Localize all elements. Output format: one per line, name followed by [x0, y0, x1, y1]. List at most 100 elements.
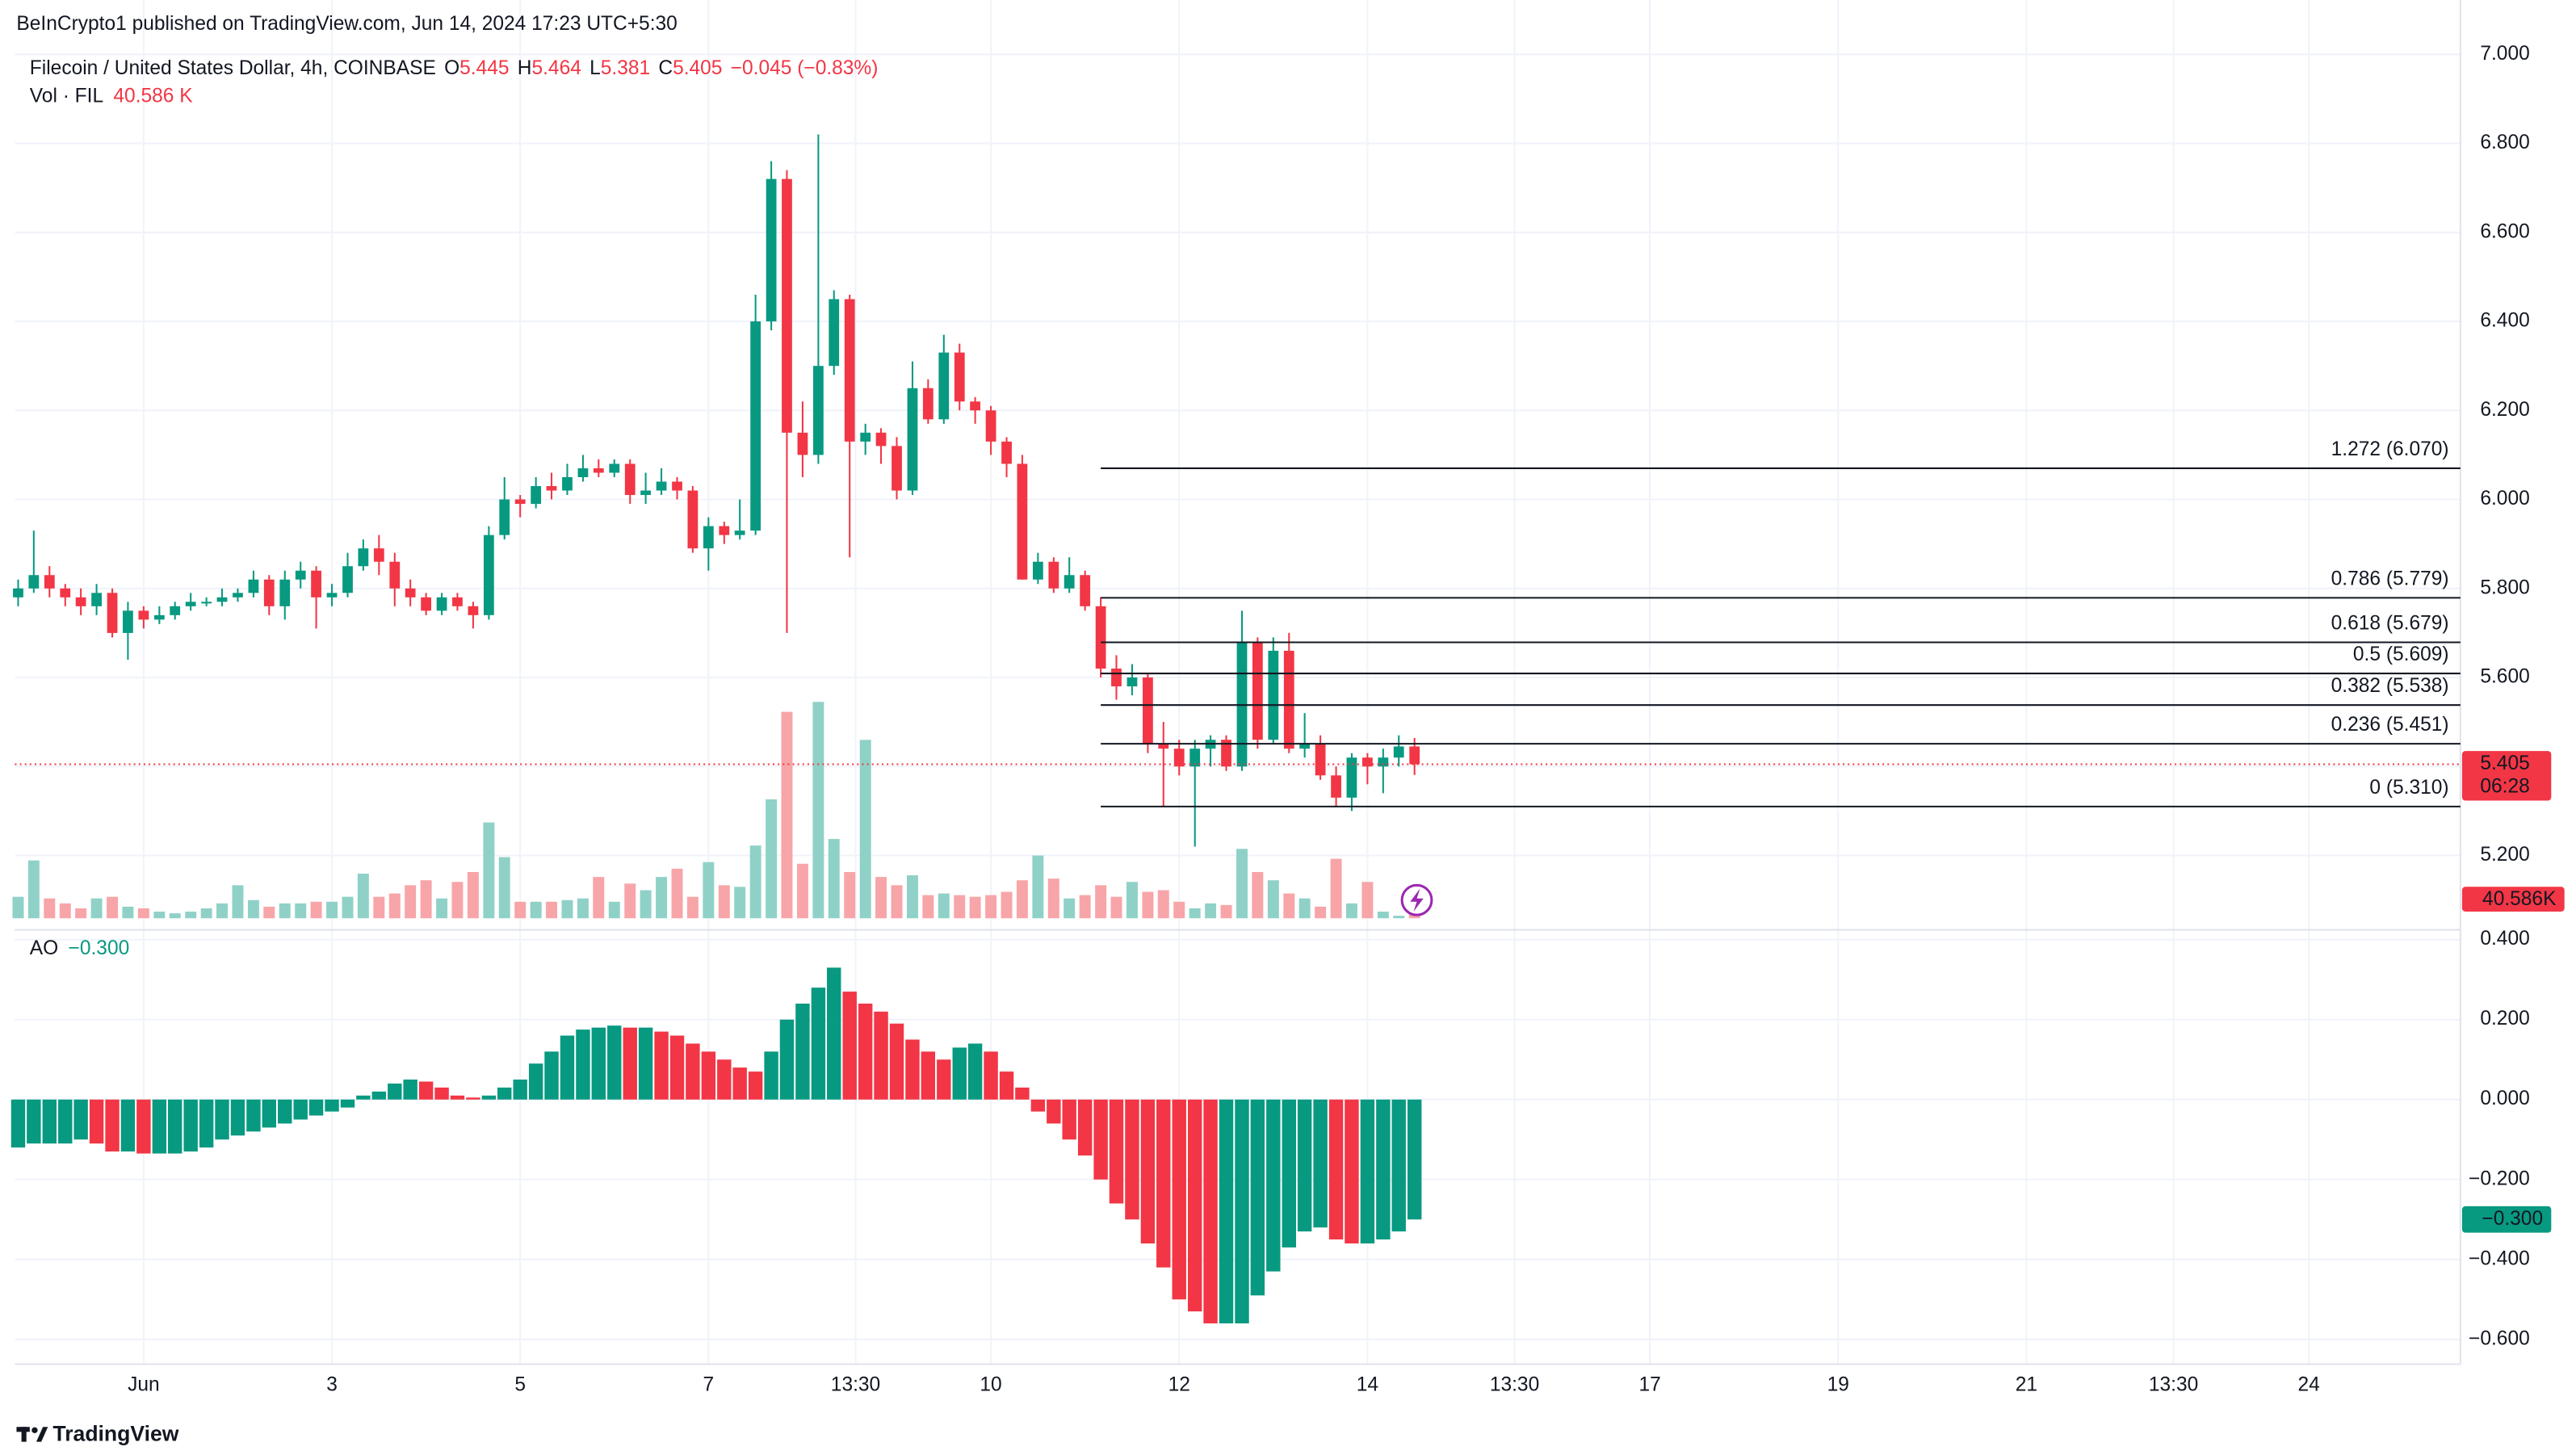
- ao-bar: [89, 1099, 104, 1144]
- volume-bar: [420, 880, 432, 919]
- candle-body: [782, 178, 792, 433]
- candle-body: [562, 476, 573, 491]
- ao-bar: [105, 1099, 120, 1152]
- volume-bar: [59, 903, 71, 919]
- volume-bar: [624, 883, 636, 919]
- candle-body: [672, 481, 682, 491]
- y-tick-label: 6.600: [2480, 220, 2529, 242]
- ao-bar: [1203, 1099, 1218, 1324]
- candle-body: [201, 602, 212, 604]
- ao-bar: [984, 1051, 998, 1100]
- candle-body: [1001, 441, 1012, 464]
- ao-bar: [73, 1099, 88, 1140]
- x-tick-label: 17: [1638, 1374, 1660, 1396]
- volume-bar: [703, 862, 715, 919]
- ohlc-value: 5.405: [673, 57, 722, 79]
- last-price-tag: [2461, 751, 2552, 801]
- fib-label: 0.618 (5.679): [2331, 612, 2449, 634]
- volume-bar: [985, 895, 997, 919]
- ao-bar: [466, 1097, 480, 1100]
- y-tick-label: 5.600: [2480, 666, 2529, 688]
- volume-bar: [514, 901, 527, 919]
- ao-bar: [967, 1043, 983, 1100]
- volume-bar: [279, 903, 291, 919]
- ao-bar: [811, 987, 826, 1100]
- ao-bar: [371, 1091, 387, 1100]
- alert-icon: [1400, 883, 1433, 916]
- volume-bar: [1126, 882, 1138, 919]
- volume-bar: [1393, 916, 1405, 919]
- candle-body: [1048, 561, 1059, 589]
- x-tick-label: 13:30: [831, 1374, 880, 1396]
- candle-body: [436, 597, 447, 611]
- candle-body: [44, 575, 55, 589]
- ao-bar: [1407, 1099, 1422, 1220]
- volume-bar: [263, 906, 275, 919]
- ao-legend: AO −0.300: [30, 938, 129, 960]
- volume-bar: [561, 899, 573, 919]
- candle-body: [75, 597, 86, 606]
- ao-bar: [403, 1080, 417, 1100]
- candle-body: [766, 178, 777, 322]
- candle-body: [640, 490, 651, 496]
- ao-bar: [795, 1003, 810, 1100]
- volume-bar: [247, 899, 259, 919]
- candle-body: [844, 299, 855, 442]
- candle-body: [1236, 641, 1248, 767]
- y-tick-label: −0.200: [2469, 1168, 2530, 1189]
- volume-bar: [954, 895, 966, 919]
- ao-bar: [576, 1029, 590, 1100]
- volume-bar: [766, 799, 778, 919]
- candle-body: [907, 388, 918, 491]
- volume-bar: [828, 839, 840, 919]
- volume-bar: [169, 913, 181, 919]
- volume-bar: [922, 895, 934, 919]
- x-tick-label: 14: [1357, 1374, 1378, 1396]
- y-tick-label: 0.200: [2480, 1008, 2529, 1029]
- candle-body: [326, 593, 338, 598]
- brand-logo: [16, 1427, 48, 1442]
- ao-bar: [246, 1099, 261, 1132]
- candle-body: [546, 486, 557, 491]
- x-tick-label: 10: [980, 1374, 1001, 1396]
- candle-body: [295, 570, 306, 580]
- candle-body: [1315, 744, 1326, 776]
- volume-bar: [1205, 903, 1217, 919]
- ohlc-value: 5.464: [531, 57, 581, 79]
- volume-bar: [232, 885, 244, 919]
- volume-bar: [608, 901, 620, 919]
- y-tick-label: 5.800: [2480, 577, 2529, 598]
- candle-body: [1393, 746, 1404, 758]
- ao-bar: [308, 1099, 324, 1116]
- volume-bar: [546, 901, 557, 919]
- volume-bar: [969, 896, 981, 919]
- candle-body: [153, 614, 165, 620]
- ao-bar: [937, 1059, 951, 1100]
- candle-body: [609, 463, 620, 473]
- volume-bar: [326, 901, 338, 919]
- x-tick-label: Jun: [128, 1374, 160, 1396]
- candle-body: [1080, 575, 1091, 606]
- volume-bar: [373, 896, 385, 919]
- candle-body: [860, 432, 871, 442]
- volume-bar: [185, 912, 197, 919]
- ao-value: −0.300: [69, 938, 130, 960]
- candle-body: [593, 468, 604, 473]
- candle-body: [499, 499, 510, 535]
- y-tick-label: 6.800: [2480, 132, 2529, 153]
- ao-bar: [27, 1099, 41, 1144]
- ao-bar: [1313, 1099, 1328, 1228]
- candle-body: [1299, 744, 1311, 749]
- ao-bar: [450, 1095, 465, 1100]
- candle-body: [138, 610, 149, 620]
- ao-bar: [513, 1080, 527, 1100]
- candle-body: [263, 579, 275, 606]
- ao-bar: [732, 1067, 747, 1100]
- ao-bar: [1187, 1099, 1202, 1312]
- ao-bar: [827, 967, 841, 1100]
- volume-bar: [1047, 878, 1059, 919]
- candle-body: [1409, 746, 1420, 765]
- candle-body: [389, 561, 401, 589]
- fib-label: 1.272 (6.070): [2331, 438, 2449, 460]
- volume-tag: [2461, 887, 2565, 912]
